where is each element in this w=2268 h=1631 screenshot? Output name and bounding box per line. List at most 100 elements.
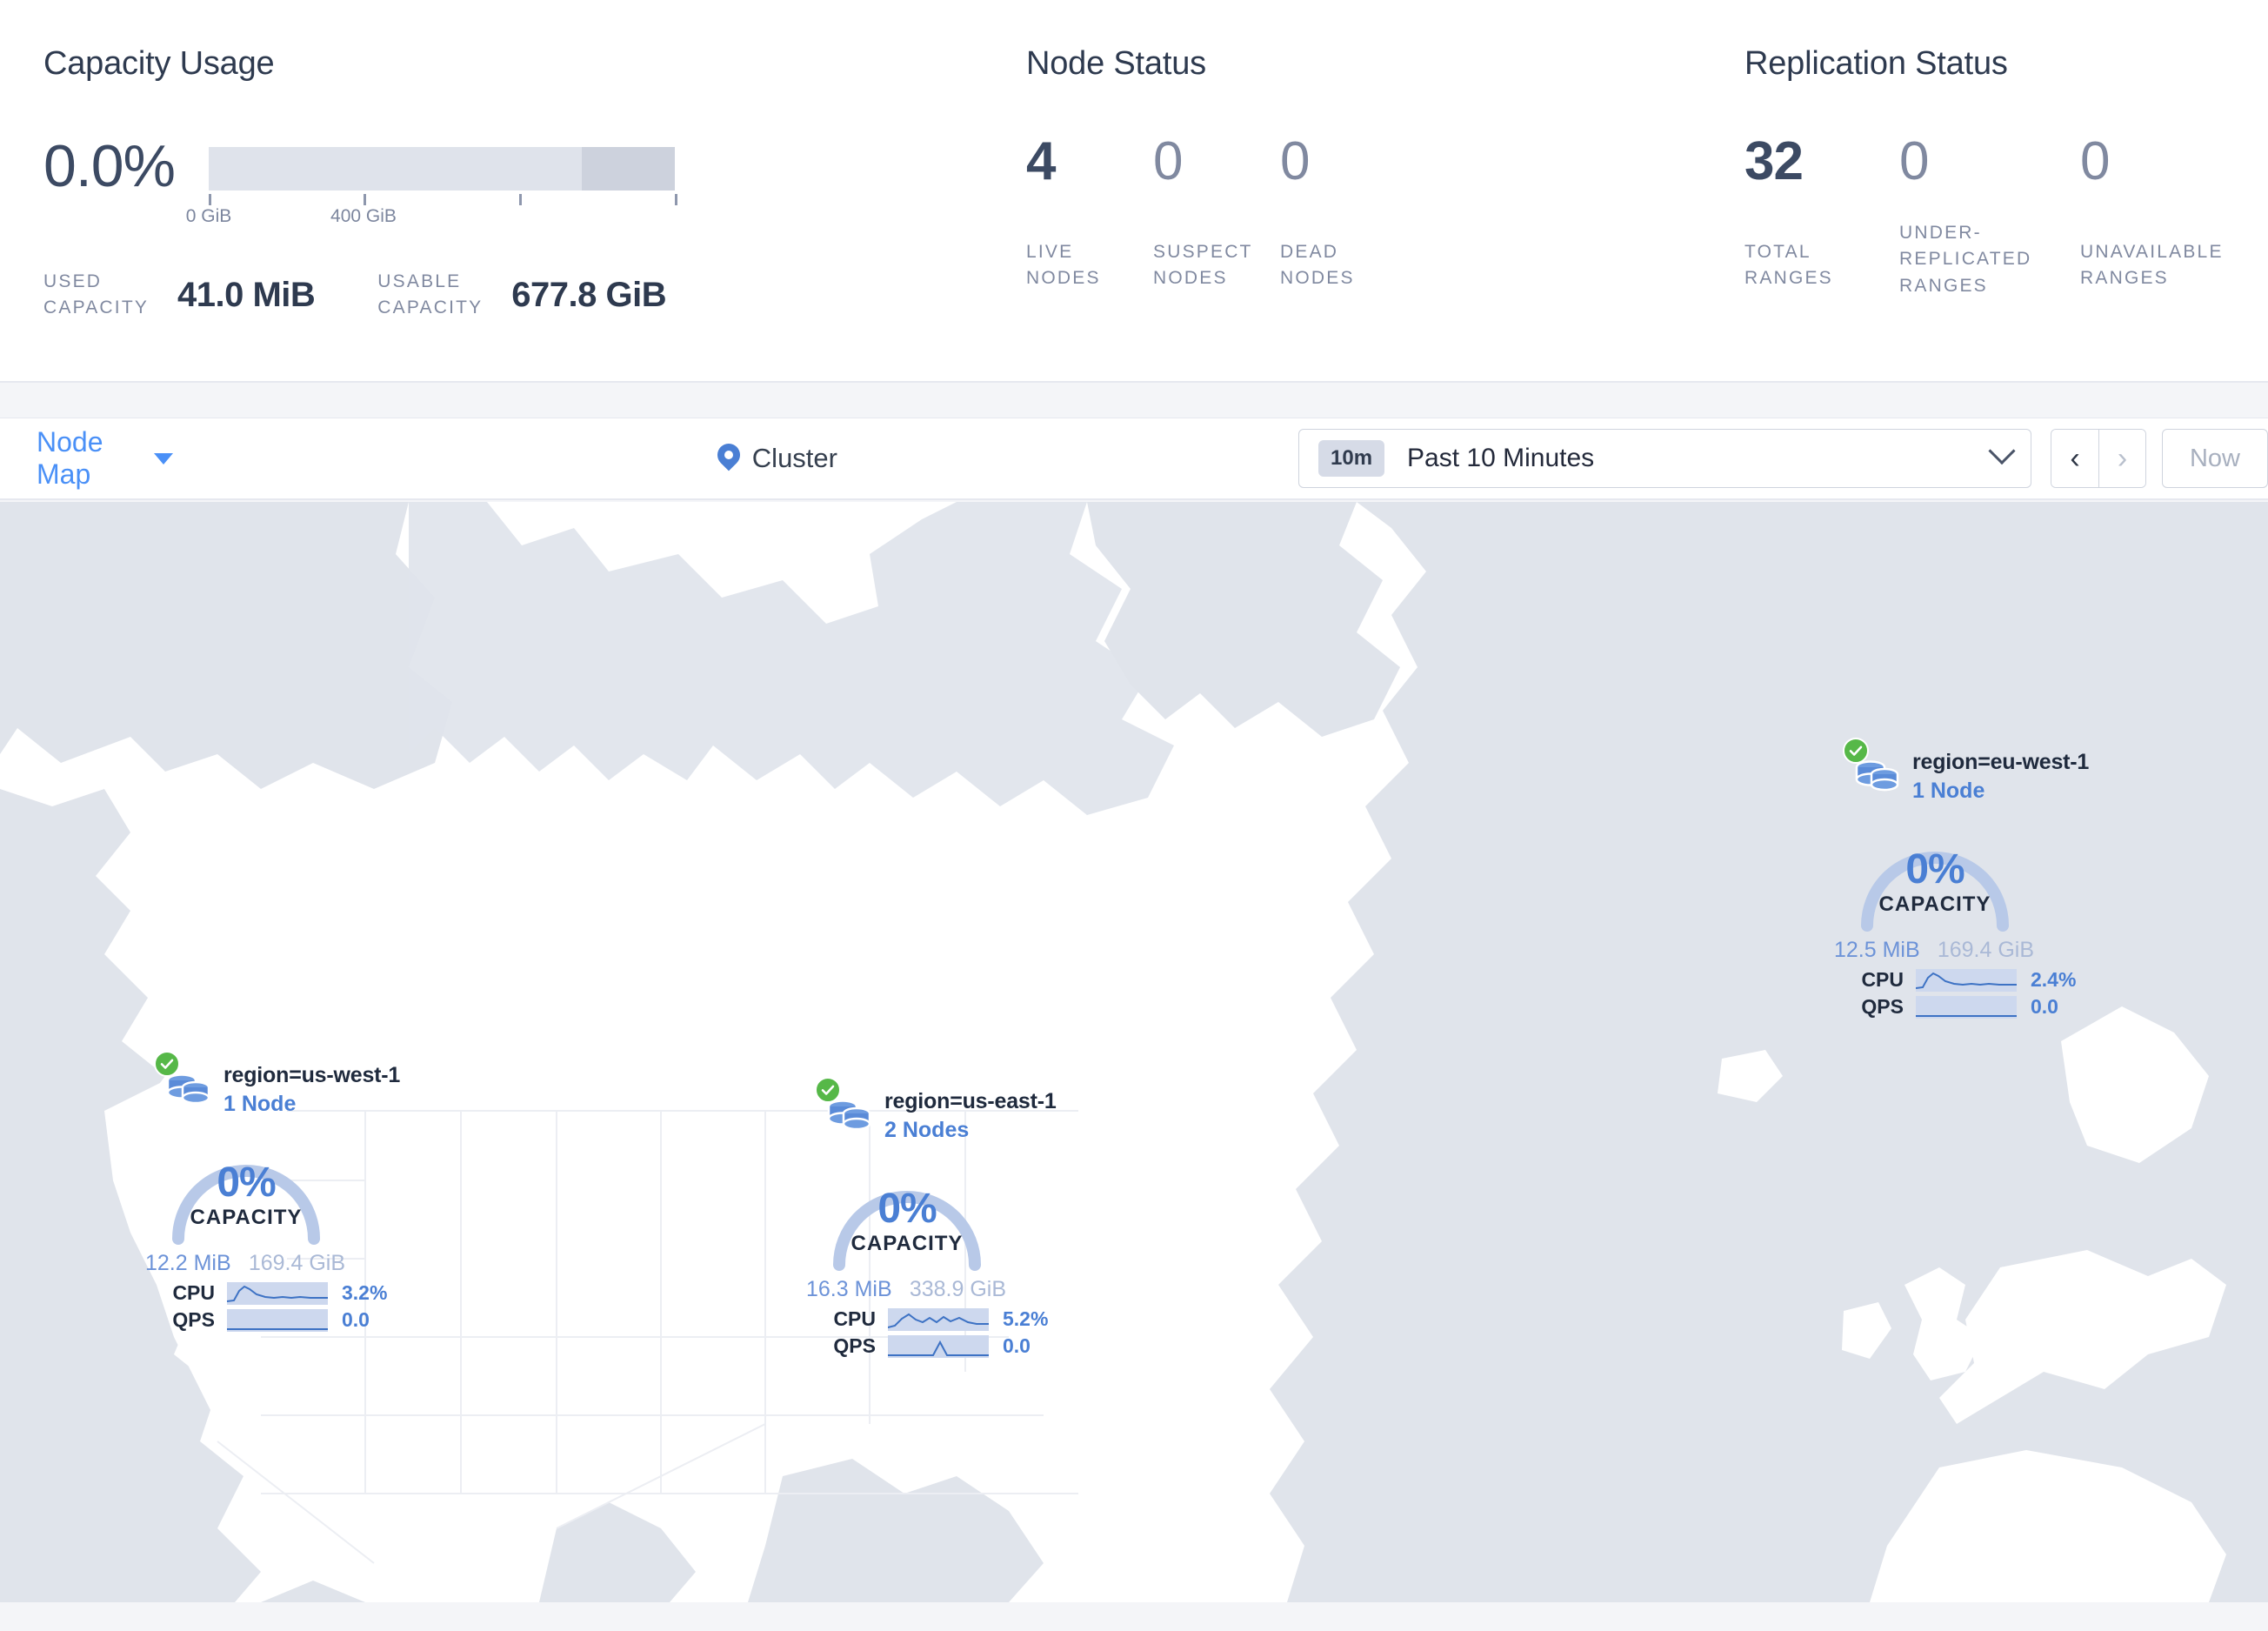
node-marker-us-east-1[interactable]: region=us-east-1 2 Nodes 0% CAPACITY 16.… [806,1077,1057,1358]
next-period-button[interactable]: › [2098,430,2145,487]
gauge-percent-value: 0% [217,1160,276,1206]
cpu-sparkline [1916,968,2017,992]
gauge-percent-value: 0% [877,1186,937,1232]
capacity-bar [209,147,675,191]
node-status-card: Node Status 4 LIVE NODES 0 SUSPECT NODES… [991,0,1713,381]
replication-status-metrics: 32 TOTAL RANGES 0 UNDER- REPLICATED RANG… [1744,135,2268,299]
gauge-used-value: 16.3 MiB [806,1277,892,1301]
marker-region-label: region=eu-west-1 [1912,750,2090,774]
qps-sparkline [227,1308,328,1332]
capacity-usage-card: Capacity Usage 0.0% 0 GiB 400 GiB USED C… [0,0,991,381]
dead-nodes-label: DEAD NODES [1280,242,1355,289]
metric-value-qps: 0.0 [342,1308,370,1331]
gauge-caption: CAPACITY [1878,892,1991,916]
qps-sparkline [1916,995,2017,1019]
metric-value-cpu: 3.2% [342,1281,388,1304]
dead-nodes-value: 0 [1280,131,1310,191]
database-cluster-icon [815,1077,877,1143]
database-cluster-icon [1843,738,1905,804]
summary-bar: Capacity Usage 0.0% 0 GiB 400 GiB USED C… [0,0,2268,383]
metric-label-qps: QPS [1861,995,1904,1018]
unavailable-ranges-metric: 0 UNAVAILABLE RANGES [2080,135,2224,299]
metric-row-qps: QPS 0.0 [830,1334,1057,1358]
node-map[interactable] [0,502,2268,1602]
gauge-percent-value: 0% [1905,846,1964,892]
cpu-sparkline [227,1281,328,1305]
cpu-sparkline [888,1307,989,1331]
time-range-controls: 10m Past 10 Minutes ‹ › Now [1298,429,2268,488]
total-ranges-metric: 32 TOTAL RANGES [1744,135,1899,299]
node-marker-eu-west-1[interactable]: region=eu-west-1 1 Node 0% CAPACITY 12.5… [1834,738,2089,1019]
chevron-down-icon [153,452,173,465]
metric-row-cpu: CPU 3.2% [170,1281,400,1305]
qps-sparkline [888,1334,989,1358]
status-ok-icon [1843,738,1869,764]
marker-node-count: 1 Node [1912,779,1985,803]
map-pin-icon [712,438,745,473]
usable-capacity-value: 677.8 GiB [511,275,667,314]
view-selector[interactable]: Node Map [37,426,173,491]
capacity-usage-body: 0.0% 0 GiB 400 GiB [43,133,991,226]
metric-label-qps: QPS [833,1334,876,1357]
marker-labels: region=us-west-1 1 Node [223,1063,400,1117]
total-ranges-value: 32 [1744,131,1804,191]
time-range-badge: 10m [1318,440,1385,477]
capacity-tick-label-0: 0 GiB [185,206,232,226]
unavailable-ranges-value: 0 [2080,131,2110,191]
marker-metrics: CPU 5.2% QPS 0.0 [830,1307,1057,1358]
capacity-axis-tick-labels: 0 GiB 400 GiB [186,204,730,226]
total-ranges-label: TOTAL RANGES [1744,242,1833,289]
gauge-capacity-values: 12.5 MiB 169.4 GiB [1834,938,2034,963]
gauge-capacity-values: 12.2 MiB 169.4 GiB [145,1251,345,1276]
gauge-total-value: 169.4 GiB [248,1251,345,1275]
marker-header: region=eu-west-1 1 Node [1843,738,2089,804]
metric-label-cpu: CPU [172,1281,215,1304]
under-replicated-ranges-value: 0 [1899,131,1929,191]
metric-value-cpu: 2.4% [2031,968,2077,991]
metric-label-cpu: CPU [1861,968,1904,991]
capacity-usage-title: Capacity Usage [43,45,275,82]
capacity-bar-wrapper: 0 GiB 400 GiB [186,147,730,226]
marker-header: region=us-west-1 1 Node [154,1051,400,1117]
breadcrumb-label: Cluster [751,443,837,473]
node-marker-us-west-1[interactable]: region=us-west-1 1 Node 0% CAPACITY 12.2… [145,1051,400,1332]
marker-metrics: CPU 3.2% QPS 0.0 [170,1281,400,1332]
land-shapes [1718,1006,2226,1602]
time-range-select[interactable]: 10m Past 10 Minutes [1298,429,2031,488]
used-capacity-label: USED CAPACITY [43,271,150,318]
view-selector-label: Node Map [37,426,103,490]
under-replicated-ranges-label: UNDER- REPLICATED RANGES [1899,223,2032,296]
suspect-nodes-metric: 0 SUSPECT NODES [1153,135,1280,292]
world-map-svg [0,502,2268,1602]
gauge-used-value: 12.5 MiB [1834,938,1920,962]
suspect-nodes-value: 0 [1153,131,1183,191]
live-nodes-metric: 4 LIVE NODES [1026,135,1153,292]
node-status-title: Node Status [1026,45,1206,82]
live-nodes-value: 4 [1026,131,1056,191]
metric-value-qps: 0.0 [1003,1334,1031,1357]
capacity-axis-ticks [209,191,677,205]
previous-period-button[interactable]: ‹ [2051,430,2098,487]
metric-row-cpu: CPU 5.2% [830,1307,1057,1331]
metric-value-cpu: 5.2% [1003,1307,1049,1330]
chevron-left-icon: ‹ [2070,442,2080,475]
marker-labels: region=us-east-1 2 Nodes [884,1089,1057,1143]
marker-labels: region=eu-west-1 1 Node [1912,750,2089,804]
capacity-bar-light-segment [209,147,582,191]
suspect-nodes-label: SUSPECT NODES [1153,242,1253,289]
map-toolbar: Node Map Cluster 10m Past 10 Minutes ‹ ›… [0,418,2268,500]
capacity-gauge: 0% CAPACITY [820,1159,994,1272]
capacity-gauge: 0% CAPACITY [1848,819,2022,932]
capacity-bar-dark-segment [581,147,675,191]
replication-status-title: Replication Status [1744,45,2008,82]
used-capacity-stat: USED CAPACITY 41.0 MiB [43,269,316,322]
capacity-percent-value: 0.0% [43,133,176,199]
marker-node-count: 1 Node [223,1092,297,1116]
node-status-metrics: 4 LIVE NODES 0 SUSPECT NODES 0 DEAD NODE… [1026,135,1713,292]
time-range-value: Past 10 Minutes [1407,444,1595,472]
capacity-gauge: 0% CAPACITY [159,1133,333,1246]
gauge-used-value: 12.2 MiB [145,1251,231,1275]
chevron-down-icon [1988,437,2016,465]
now-button[interactable]: Now [2162,429,2268,488]
breadcrumb[interactable]: Cluster [712,438,837,474]
